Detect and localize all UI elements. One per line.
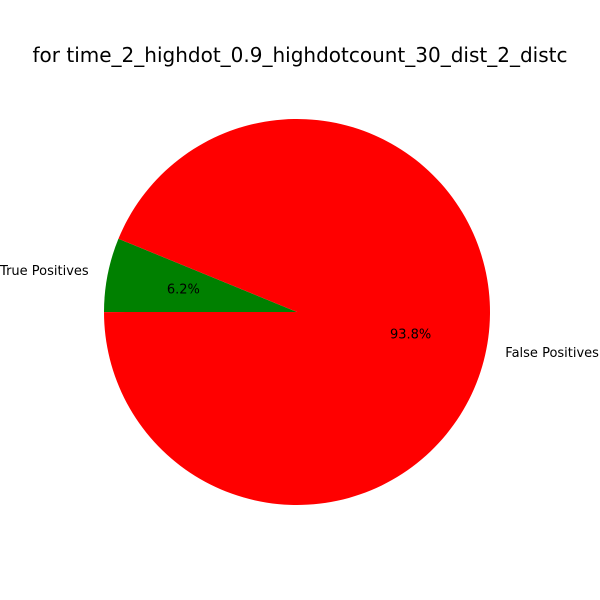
slice-pct-true-positives: 6.2%	[167, 283, 200, 298]
pie-slice-true-positives	[104, 238, 298, 313]
pie-labels: True Positives 6.2% False Positives 93.8%	[0, 264, 599, 361]
pie-slice-false-positives	[104, 119, 491, 505]
chart-title: for time_2_highdot_0.9_highdotcount_30_d…	[33, 43, 568, 67]
slice-pct-false-positives: 93.8%	[390, 327, 431, 342]
slice-label-true-positives: True Positives	[0, 264, 89, 279]
slice-label-false-positives: False Positives	[505, 346, 599, 361]
pie-slices	[104, 119, 491, 505]
